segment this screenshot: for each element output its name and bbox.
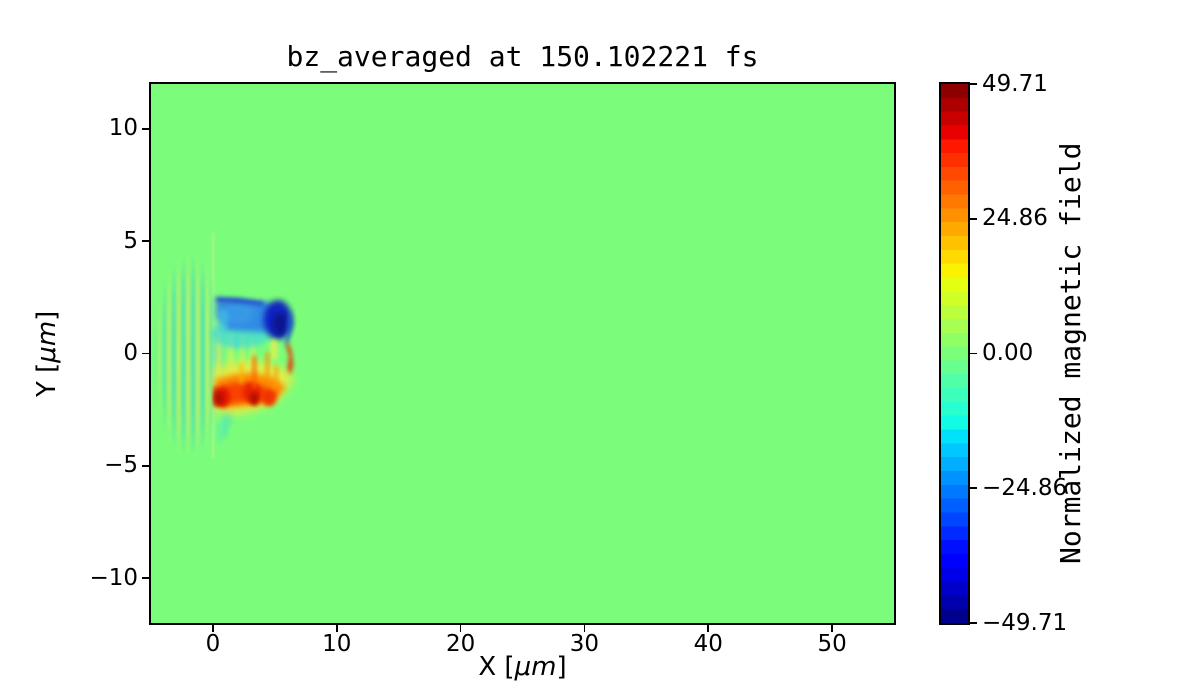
y-tick — [142, 240, 151, 242]
x-tick-label: 10 — [322, 631, 352, 657]
heatmap-feature — [274, 365, 278, 389]
heatmap-feature — [265, 352, 270, 379]
colorbar-label: Normalized magnetic field — [1054, 142, 1087, 565]
y-tick — [142, 352, 151, 355]
heatmap-feature — [217, 331, 222, 374]
heatmap-feature — [284, 309, 294, 347]
heatmap-feature — [262, 390, 277, 407]
heatmap-feature — [229, 332, 234, 373]
y-tick-label: 5 — [123, 227, 138, 254]
x-tick — [212, 623, 214, 632]
heatmap-feature — [239, 363, 244, 384]
heatmap-feature — [215, 296, 264, 306]
y-tick-label: −5 — [104, 452, 138, 479]
heatmap-feature — [270, 340, 278, 360]
x-tick-label: 40 — [693, 631, 723, 657]
x-tick-label: 0 — [205, 631, 221, 657]
x-tick-label: 50 — [817, 631, 847, 657]
heatmap-feature — [217, 308, 229, 334]
colorbar-tick-label: 0.00 — [982, 340, 1034, 366]
colorbar-tick-label: 24.86 — [982, 205, 1048, 232]
heatmap-feature — [252, 355, 257, 389]
colorbar-tick — [968, 217, 977, 220]
heatmap-feature — [272, 312, 288, 336]
x-tick — [831, 623, 833, 632]
colorbar — [939, 82, 970, 625]
colorbar-tick-label: −49.71 — [982, 609, 1068, 636]
y-tick-label: −10 — [89, 564, 138, 591]
x-tick — [459, 623, 462, 632]
heatmap-feature — [212, 233, 215, 458]
plot-area — [149, 82, 896, 625]
heatmap-feature — [250, 340, 255, 367]
heatmap-feature — [222, 301, 254, 325]
x-tick — [335, 623, 338, 632]
y-tick — [142, 464, 151, 467]
colorbar-tick — [968, 487, 977, 490]
colorbar-tick-label: 49.71 — [982, 70, 1048, 97]
field-background — [151, 84, 894, 623]
plot-title: bz_averaged at 150.102221 fs — [286, 40, 759, 73]
y-tick — [142, 128, 151, 130]
heatmap-feature — [250, 392, 259, 406]
x-tick-label: 20 — [445, 631, 476, 657]
x-axis-label: X [μm] — [478, 652, 567, 682]
colorbar-tick-label: −24.86 — [982, 474, 1068, 501]
colorbar-tick — [968, 352, 977, 355]
colorbar-tick — [968, 83, 977, 85]
heatmap-image — [151, 84, 894, 623]
heatmap-feature — [217, 419, 222, 445]
heatmap-feature — [213, 387, 218, 407]
x-tick — [583, 623, 586, 632]
x-tick-label: 30 — [569, 631, 600, 657]
stripe-edge-fade — [151, 253, 230, 458]
y-tick-label: 0 — [123, 340, 138, 366]
heatmap-feature — [286, 341, 294, 375]
y-tick-label: 10 — [108, 115, 138, 142]
x-tick — [707, 623, 710, 632]
colorbar-tick — [968, 622, 977, 624]
y-tick — [142, 577, 151, 579]
heatmap-feature — [240, 335, 245, 372]
